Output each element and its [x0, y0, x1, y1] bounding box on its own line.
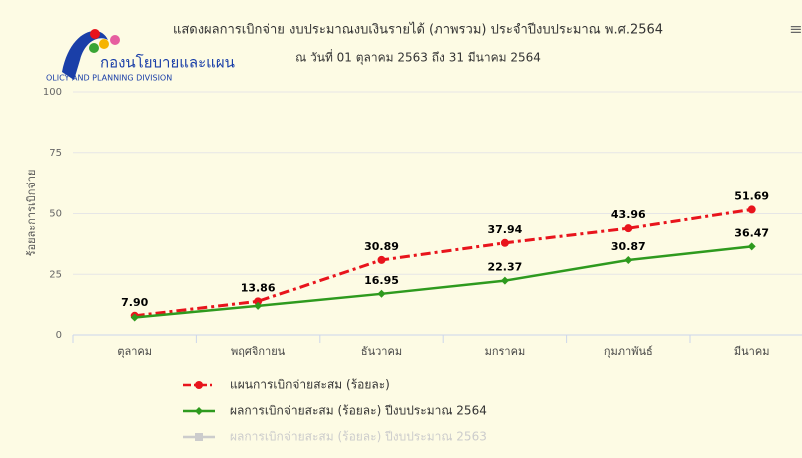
logo: กองนโยบายและแผน OLICY AND PLANNING DIVIS… — [46, 29, 235, 83]
point — [624, 224, 633, 233]
y-tick-label: 0 — [56, 330, 62, 341]
point — [195, 433, 203, 441]
y-tick-label: 25 — [49, 269, 62, 280]
logo-subtext: OLICY AND PLANNING DIVISION — [46, 74, 172, 83]
x-tick-label: ตุลาคม — [117, 345, 152, 358]
point — [500, 238, 509, 247]
point — [377, 255, 386, 264]
y-tick-label: 100 — [43, 87, 62, 98]
menu-icon[interactable]: ≡ — [789, 20, 802, 39]
point — [195, 407, 203, 415]
series-line — [134, 245, 752, 319]
x-tick-label: มีนาคม — [734, 345, 770, 358]
point — [254, 297, 263, 306]
data-label: 16.95 — [364, 274, 399, 287]
data-label: 43.96 — [611, 208, 646, 221]
y-tick-label: 75 — [49, 148, 62, 159]
legend-label: แผนการเบิกจ่ายสะสม (ร้อยละ) — [230, 378, 390, 392]
logo-swoosh — [62, 30, 108, 80]
point — [130, 313, 139, 322]
data-label: 22.37 — [488, 261, 523, 274]
logo-text: กองนโยบายและแผน — [100, 54, 235, 72]
data-label: 7.90 — [121, 296, 148, 309]
logo-dot — [99, 39, 109, 49]
x-tick-label: พฤศจิกายน — [231, 345, 286, 358]
data-label: 36.47 — [734, 226, 769, 239]
logo-dot — [89, 43, 99, 53]
point — [500, 276, 509, 285]
x-tick-label: ธันวาคม — [361, 345, 402, 358]
data-label: 30.87 — [611, 240, 646, 253]
data-label: 13.86 — [241, 281, 276, 294]
x-tick-label: กุมภาพันธ์ — [604, 345, 653, 358]
point — [377, 289, 386, 298]
point — [747, 242, 756, 251]
legend-label: ผลการเบิกจ่ายสะสม (ร้อยละ) ปีงบประมาณ 25… — [230, 404, 487, 418]
point — [195, 381, 203, 389]
logo-dot — [90, 29, 100, 39]
y-tick-label: 50 — [49, 209, 62, 220]
data-label: 30.89 — [364, 240, 399, 253]
point — [254, 301, 263, 310]
data-label: 37.94 — [488, 223, 523, 236]
y-axis-label: ร้อยละการเบิกจ่าย — [25, 170, 38, 257]
chart-title: แสดงผลการเบิกจ่าย งบประมาณงบเงินรายได้ (… — [173, 22, 663, 38]
point — [747, 205, 756, 214]
logo-dot — [110, 35, 120, 45]
series-line — [134, 207, 752, 318]
point — [624, 255, 633, 264]
data-label: 51.69 — [734, 189, 769, 202]
chart-subtitle: ณ วันที่ 01 ตุลาคม 2563 ถึง 31 มีนาคม 25… — [295, 49, 541, 66]
legend-label: ผลการเบิกจ่ายสะสม (ร้อยละ) ปีงบประมาณ 25… — [230, 430, 487, 444]
x-tick-label: มกราคม — [485, 345, 526, 358]
